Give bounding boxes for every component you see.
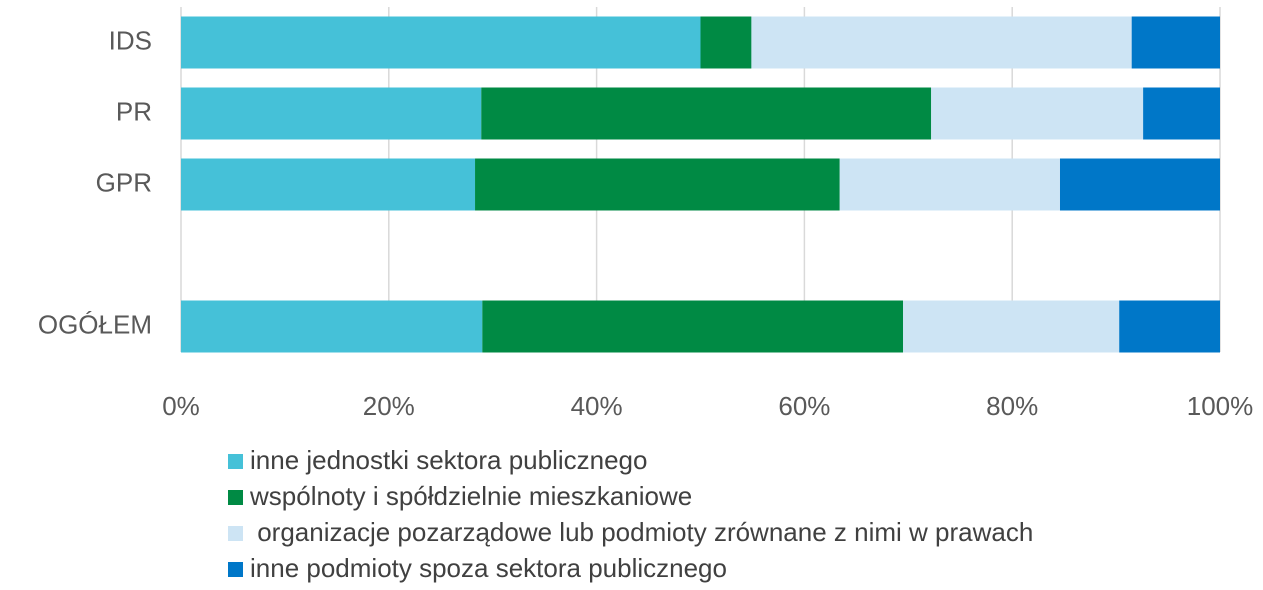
bar-segment <box>1059 158 1220 211</box>
bar-segment <box>181 16 701 69</box>
legend-swatch <box>228 562 243 577</box>
bar-segment <box>751 16 1132 69</box>
bar-segment <box>481 87 932 140</box>
bar-segment <box>839 158 1060 211</box>
y-tick-label: GPR <box>96 167 152 197</box>
legend-label: inne jednostki sektora publicznego <box>250 445 647 475</box>
bar-segment <box>1131 16 1220 69</box>
x-tick-label: 100% <box>1187 391 1254 421</box>
legend-label: inne podmioty spoza sektora publicznego <box>250 553 727 583</box>
legend-swatch <box>228 454 243 469</box>
bar-segment <box>181 300 483 353</box>
legend-label: wspólnoty i spółdzielnie mieszkaniowe <box>249 481 692 511</box>
x-tick-label: 60% <box>778 391 830 421</box>
x-tick-label: 80% <box>986 391 1038 421</box>
bar-segment <box>1119 300 1220 353</box>
legend-label: organizacje pozarządowe lub podmioty zró… <box>250 517 1033 547</box>
x-tick-label: 0% <box>162 391 200 421</box>
bar-segment <box>475 158 840 211</box>
bar-segment <box>482 300 904 353</box>
legend-swatch <box>228 490 243 505</box>
bar-segment <box>181 158 476 211</box>
y-tick-label: PR <box>116 96 152 126</box>
legend-swatch <box>228 526 243 541</box>
y-tick-label: OGÓŁEM <box>38 309 152 339</box>
x-tick-label: 40% <box>571 391 623 421</box>
bar-segment <box>700 16 752 69</box>
bar-segment <box>1143 87 1220 140</box>
bar-segment <box>903 300 1120 353</box>
bar-segment <box>931 87 1144 140</box>
bar-segment <box>181 87 482 140</box>
y-tick-label: IDS <box>109 25 152 55</box>
x-tick-label: 20% <box>363 391 415 421</box>
